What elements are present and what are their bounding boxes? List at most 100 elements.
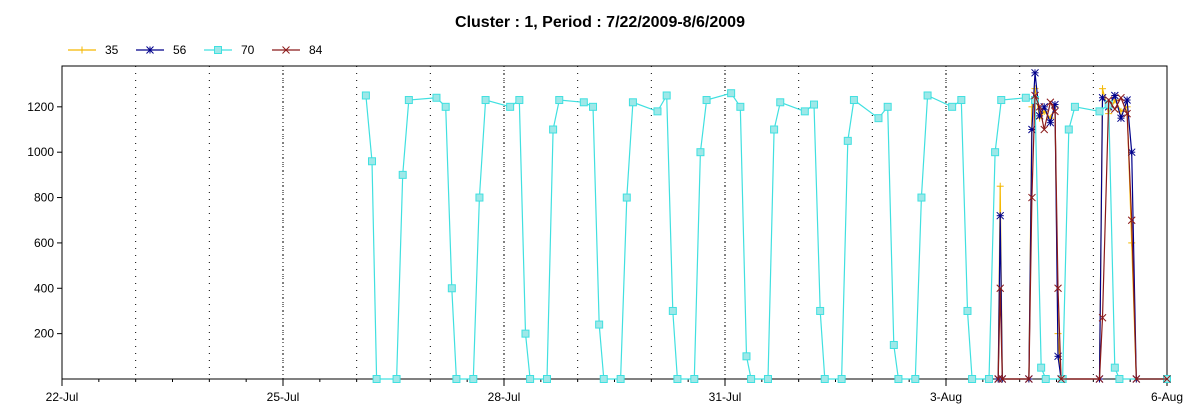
data-point-70: [392, 375, 401, 383]
data-point-70: [668, 306, 677, 315]
data-point-84: [1051, 107, 1059, 116]
data-point-84: [1123, 109, 1131, 118]
data-point-70: [911, 375, 920, 383]
data-point-84: [1025, 375, 1033, 383]
data-point-70: [702, 96, 711, 105]
data-point-70: [622, 193, 631, 202]
data-point-84: [1098, 313, 1107, 322]
legend-marker-56: [146, 46, 154, 54]
data-point-70: [843, 136, 852, 145]
chart-title: Cluster : 1, Period : 7/22/2009-8/6/2009: [455, 14, 745, 31]
legend-item-70: 70: [204, 43, 255, 57]
legend-label: 84: [309, 43, 323, 57]
data-point-70: [1064, 125, 1073, 134]
data-point-70: [447, 284, 456, 293]
data-point-70: [763, 375, 772, 383]
x-tick-label: 6-Aug: [1151, 390, 1183, 404]
data-point-70: [452, 375, 461, 383]
legend-marker-84: [282, 46, 290, 54]
data-point-70: [889, 340, 898, 349]
legend-item-84: 84: [272, 43, 323, 57]
legend-label: 35: [105, 43, 119, 57]
y-axis: 200 400 600 800 1000 1200: [27, 100, 62, 341]
data-point-56: [1123, 96, 1131, 104]
data-point-56: [1031, 68, 1039, 77]
data-point-70: [599, 375, 608, 383]
series-line-84: [997, 95, 1167, 380]
grid: [61, 66, 1168, 379]
data-point-35: [996, 182, 1004, 190]
data-point-70: [984, 375, 993, 383]
data-point-56: [1117, 114, 1125, 123]
data-point-70: [991, 148, 1000, 157]
data-point-70: [628, 98, 637, 107]
series-56: [994, 68, 1171, 383]
data-point-70: [653, 107, 662, 116]
data-point-70: [948, 102, 957, 111]
y-tick-label: 200: [34, 327, 54, 341]
data-point-84: [1035, 102, 1044, 111]
data-point-84: [1163, 375, 1171, 383]
series-84: [994, 91, 1171, 383]
data-point-70: [521, 329, 530, 338]
legend-item-35: 35: [68, 43, 119, 57]
data-point-56: [996, 211, 1005, 220]
legend: 35 56 70 84: [68, 43, 323, 57]
data-point-70: [361, 91, 370, 100]
data-point-70: [800, 107, 809, 116]
data-point-70: [616, 375, 625, 383]
y-tick-label: 1200: [27, 100, 54, 114]
data-point-70: [957, 96, 966, 105]
data-point-56: [1098, 93, 1107, 102]
data-point-70: [968, 375, 977, 383]
series-line-35: [997, 88, 1167, 380]
data-point-70: [595, 320, 604, 329]
data-point-70: [1041, 375, 1050, 383]
data-point-70: [542, 375, 551, 383]
data-point-70: [1021, 93, 1030, 102]
data-point-84: [1054, 284, 1062, 293]
y-tick-label: 800: [34, 191, 54, 205]
data-point-84: [1095, 375, 1104, 383]
legend-label: 56: [173, 43, 187, 57]
data-point-70: [555, 96, 564, 105]
x-tick-label: 31-Jul: [709, 390, 742, 404]
data-point-70: [837, 375, 846, 383]
data-point-84: [1132, 375, 1141, 383]
data-point-70: [432, 93, 441, 102]
data-point-70: [849, 96, 858, 105]
data-point-70: [742, 352, 751, 361]
data-point-70: [589, 102, 598, 111]
data-point-70: [398, 170, 407, 179]
data-point-70: [1037, 363, 1046, 372]
data-point-70: [469, 375, 478, 383]
data-point-70: [810, 100, 819, 109]
data-point-35: [1031, 85, 1039, 93]
data-point-70: [696, 148, 705, 157]
data-point-35: [1099, 85, 1107, 93]
data-point-84: [1028, 193, 1036, 202]
data-point-84: [1057, 375, 1065, 383]
legend-marker-70: [214, 46, 222, 54]
data-point-70: [1110, 363, 1119, 372]
data-point-70: [917, 193, 926, 202]
series-layer: [361, 68, 1171, 383]
data-point-56: [1110, 91, 1119, 100]
legend-label: 70: [241, 43, 255, 57]
data-point-70: [727, 89, 736, 98]
data-point-70: [475, 193, 484, 202]
data-point-56: [1046, 118, 1055, 127]
data-point-84: [996, 284, 1005, 293]
data-point-70: [526, 375, 535, 383]
data-point-70: [820, 375, 829, 383]
data-point-70: [481, 96, 490, 105]
series-line-70: [365, 92, 1167, 380]
data-point-70: [1115, 375, 1124, 383]
data-point-70: [997, 96, 1006, 105]
data-point-84: [1031, 91, 1039, 100]
data-point-70: [816, 306, 825, 315]
data-point-70: [515, 96, 524, 105]
data-point-84: [1040, 125, 1049, 134]
data-point-84: [1104, 96, 1113, 104]
